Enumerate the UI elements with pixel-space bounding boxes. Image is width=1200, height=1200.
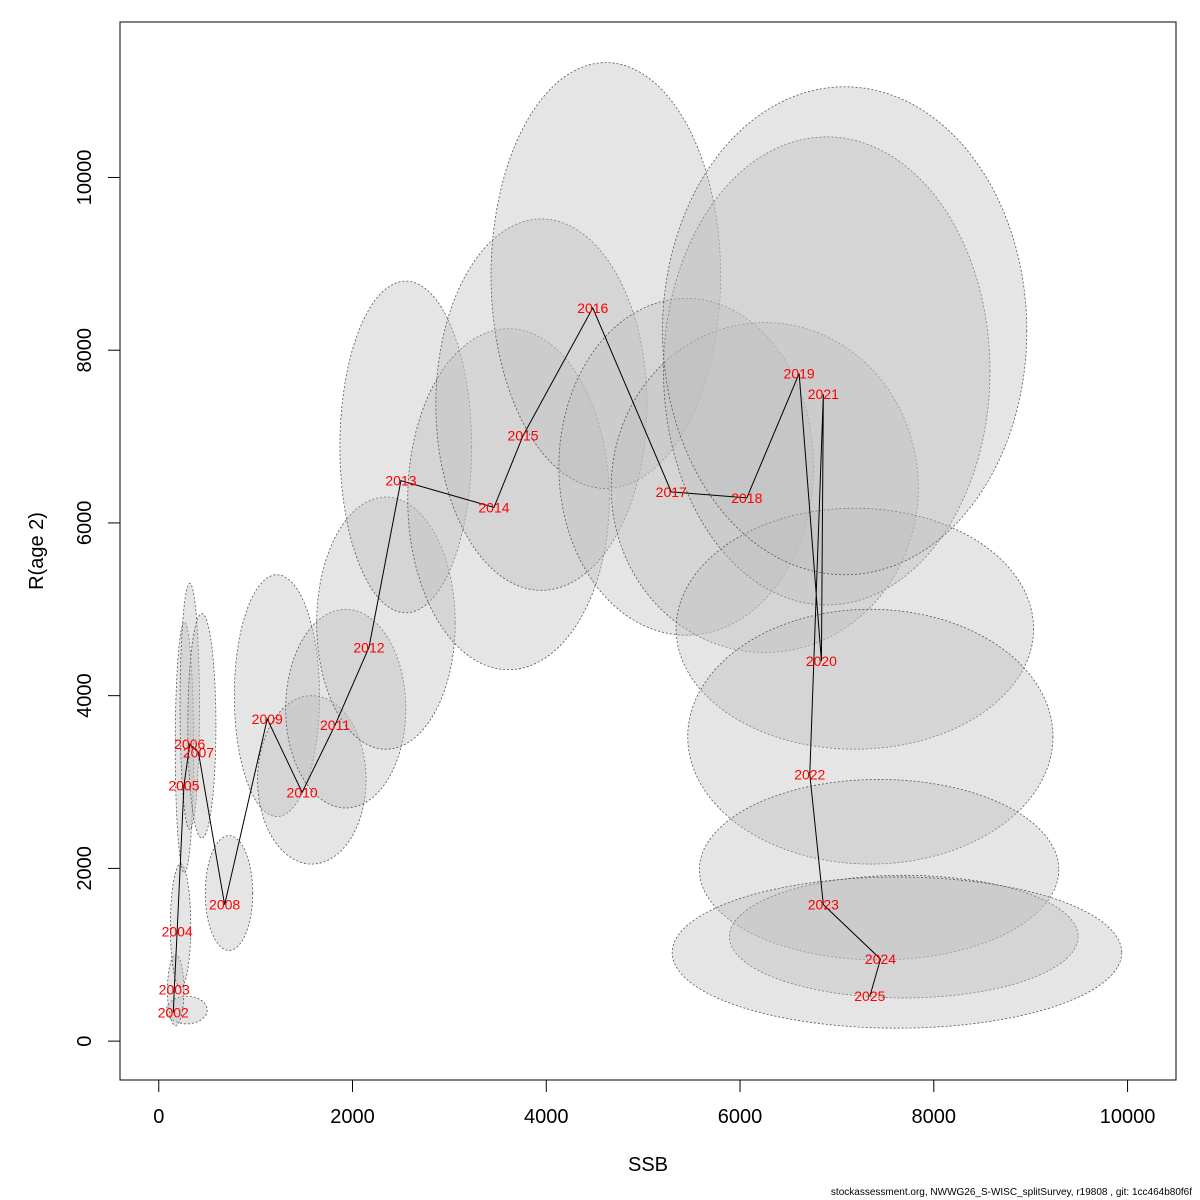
point-label-2022: 2022 bbox=[794, 766, 825, 782]
confidence-ellipse-2014 bbox=[407, 328, 610, 671]
x-axis: 0 2000 4000 6000 8000 10000 bbox=[153, 1079, 1156, 1128]
confidence-ellipse-2022 bbox=[687, 608, 1054, 865]
point-label-2019: 2019 bbox=[784, 366, 815, 382]
y-tick-label: 10000 bbox=[74, 150, 96, 206]
point-label-2024: 2024 bbox=[865, 951, 896, 967]
confidence-ellipse-2016 bbox=[490, 62, 722, 489]
confidence-ellipse-2024 bbox=[728, 874, 1079, 999]
confidence-ellipse-2008 bbox=[204, 835, 254, 951]
confidence-ellipse-2025 bbox=[671, 876, 1123, 1029]
point-label-2011: 2011 bbox=[320, 717, 350, 733]
point-label-2008: 2008 bbox=[209, 897, 240, 913]
y-axis: 0 2000 4000 6000 8000 10000 bbox=[74, 150, 121, 1047]
point-label-2014: 2014 bbox=[478, 499, 509, 515]
confidence-ellipse-2007 bbox=[187, 613, 217, 839]
point-label-2015: 2015 bbox=[507, 428, 538, 444]
confidence-ellipse-2013 bbox=[339, 280, 473, 614]
confidence-ellipse-2006 bbox=[179, 582, 200, 830]
confidence-ellipse-2011 bbox=[285, 608, 407, 809]
point-label-2012: 2012 bbox=[353, 639, 384, 655]
confidence-ellipse-2012 bbox=[316, 496, 456, 750]
trajectory-line bbox=[172, 306, 882, 1013]
confidence-ellipse-2017 bbox=[558, 297, 815, 636]
y-axis-title: R(age 2) bbox=[26, 512, 48, 590]
point-label-2004: 2004 bbox=[162, 923, 193, 939]
confidence-ellipse-2020 bbox=[675, 507, 1034, 750]
x-tick-label: 6000 bbox=[718, 1106, 763, 1128]
y-tick-label: 6000 bbox=[74, 501, 96, 546]
confidence-ellipse-2009 bbox=[233, 574, 320, 817]
y-tick-label: 8000 bbox=[74, 328, 96, 373]
y-tick-label: 0 bbox=[74, 1036, 96, 1047]
confidence-ellipse-2023 bbox=[698, 779, 1060, 961]
x-axis-title: SSB bbox=[628, 1154, 668, 1176]
point-label-2002: 2002 bbox=[158, 1005, 189, 1021]
x-tick-label: 0 bbox=[153, 1106, 164, 1128]
y-tick-label: 2000 bbox=[74, 846, 96, 891]
footer-note: stockassessment.org, NWWG26_S-WISC_split… bbox=[830, 1187, 1192, 1198]
point-label-2013: 2013 bbox=[385, 473, 416, 489]
point-label-2025: 2025 bbox=[854, 988, 885, 1004]
confidence-ellipse-2010 bbox=[257, 695, 367, 865]
confidence-ellipses bbox=[166, 62, 1123, 1029]
point-label-2023: 2023 bbox=[808, 897, 839, 913]
point-label-2009: 2009 bbox=[252, 711, 283, 727]
point-label-2005: 2005 bbox=[168, 777, 199, 793]
x-tick-label: 4000 bbox=[524, 1106, 569, 1128]
confidence-ellipse-2002 bbox=[166, 995, 208, 1025]
point-label-2010: 2010 bbox=[287, 784, 318, 800]
point-label-2021: 2021 bbox=[808, 386, 839, 402]
point-label-2017: 2017 bbox=[656, 484, 687, 500]
confidence-ellipse-2021 bbox=[662, 86, 1028, 576]
confidence-ellipse-2019 bbox=[663, 136, 991, 606]
point-label-2018: 2018 bbox=[731, 490, 762, 506]
point-label-2006: 2006 bbox=[174, 736, 205, 752]
point-label-2020: 2020 bbox=[806, 653, 837, 669]
point-label-2003: 2003 bbox=[159, 981, 190, 997]
point-label-2007: 2007 bbox=[183, 745, 214, 761]
x-tick-label: 2000 bbox=[330, 1106, 375, 1128]
point-label-2016: 2016 bbox=[577, 300, 608, 316]
x-tick-label: 10000 bbox=[1100, 1106, 1156, 1128]
confidence-ellipse-2018 bbox=[610, 322, 919, 653]
y-tick-label: 4000 bbox=[74, 673, 96, 718]
x-tick-label: 8000 bbox=[912, 1106, 957, 1128]
